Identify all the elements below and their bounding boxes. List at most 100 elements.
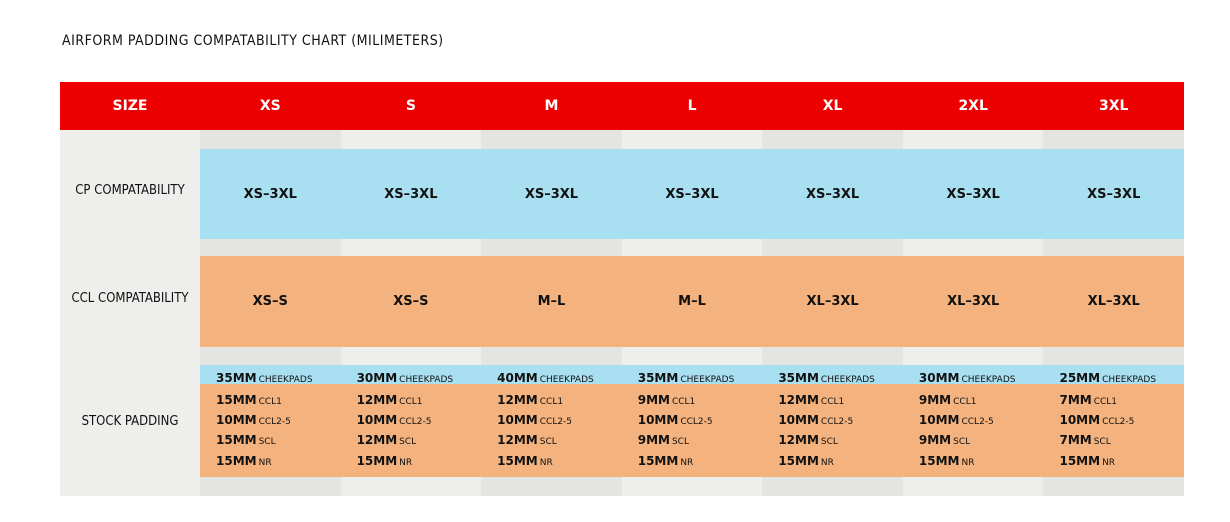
ccl-cell: XL–3XL — [806, 294, 859, 309]
header-size-label: SIZE — [112, 98, 148, 114]
stock-part-name: CCL1 — [671, 397, 696, 407]
stock-value: 15MM — [1059, 454, 1101, 468]
stock-part-name: SCL — [1093, 437, 1111, 447]
stock-value: 15MM — [918, 454, 960, 468]
stock-part-name: CCL1 — [1093, 397, 1118, 407]
stock-value: 15MM — [216, 433, 257, 447]
stock-cell: 12MM CCL1 — [341, 389, 482, 408]
ccl-cell: XS–S — [252, 294, 288, 309]
stock-padding-band — [200, 384, 1184, 477]
stock-cell: 12MM SCL — [341, 429, 482, 448]
stock-cell: 15MM NR — [341, 450, 482, 469]
header-size-m: M — [544, 98, 559, 114]
ccl-compatibility-row: XS–S XS–S M–L M–L XL–3XL XL–3XL XL–3XL — [200, 256, 1184, 347]
stock-cell: 9MM SCL — [903, 429, 1044, 448]
stock-value: 9MM — [918, 433, 952, 447]
stock-value: 12MM — [497, 433, 538, 447]
stock-cell: 9MM SCL — [622, 429, 763, 448]
stock-part-name: NR — [820, 458, 834, 468]
stock-value: 15MM — [637, 454, 679, 468]
stock-part-name: CCL2-5 — [399, 417, 432, 427]
header-size-s: S — [405, 98, 416, 114]
cp-cell: XS–3XL — [384, 186, 438, 202]
stock-value: 15MM — [356, 454, 398, 468]
stock-value: 10MM — [356, 413, 398, 427]
ccl-cell: M–L — [678, 294, 706, 309]
stock-cell: 7MM SCL — [1043, 429, 1184, 448]
row-label-ccl: CCL COMPATABILITY — [71, 291, 189, 306]
header-size-3xl: 3XL — [1099, 98, 1129, 114]
ccl-cell: M–L — [537, 294, 566, 309]
stock-value: 10MM — [216, 413, 257, 427]
stock-part-name: NR — [961, 458, 975, 468]
stock-part-name: CCL2-5 — [820, 417, 854, 427]
header-size-2xl: 2XL — [958, 98, 988, 114]
stock-cell: 10MM CCL2-5 — [762, 409, 903, 428]
stock-line-scl: 15MM SCL 12MM SCL 12MM SCL 9MM SCL 12MM SCL 9MM SCL… — [200, 429, 1184, 448]
stock-cell: 15MM NR — [622, 450, 763, 469]
stock-part-name: CHEEKPADS — [820, 375, 875, 385]
stock-value: 35MM — [778, 371, 819, 385]
stock-part-name: NR — [258, 458, 272, 468]
stock-cell: 12MM CCL1 — [762, 389, 903, 408]
stock-cell: 25MM CHEEKPADS — [1043, 367, 1184, 386]
stock-cell: 15MM SCL — [200, 429, 341, 448]
cp-cell: XS–3XL — [524, 186, 579, 202]
stock-part-name: NR — [399, 458, 413, 468]
stock-cell: 15MM NR — [200, 450, 341, 469]
stock-part-name: CCL1 — [820, 397, 845, 407]
stock-part-name: NR — [539, 458, 553, 468]
cp-cell: XS–3XL — [665, 186, 719, 202]
stock-cell: 9MM CCL1 — [622, 389, 763, 408]
stock-part-name: NR — [680, 458, 694, 468]
stock-part-name: SCL — [671, 437, 689, 447]
ccl-cell: XL–3XL — [1087, 294, 1140, 309]
stock-cell: 12MM CCL1 — [481, 389, 622, 408]
stock-cell: 10MM CCL2-5 — [200, 409, 341, 428]
stock-part-name: CCL2-5 — [258, 417, 291, 427]
stock-value: 15MM — [216, 454, 257, 468]
stock-cell: 15MM NR — [903, 450, 1044, 469]
stock-cell: 35MM CHEEKPADS — [200, 367, 341, 386]
stock-value: 15MM — [497, 454, 538, 468]
stock-value: 10MM — [637, 413, 679, 427]
stock-cell: 15MM NR — [762, 450, 903, 469]
stock-value: 12MM — [497, 393, 538, 407]
stock-value: 35MM — [637, 371, 679, 385]
stock-value: 12MM — [778, 393, 819, 407]
stock-part-name: SCL — [399, 437, 417, 447]
stock-value: 10MM — [778, 413, 819, 427]
page-title: AIRFORM PADDING COMPATABILITY CHART (MIL… — [62, 33, 444, 49]
stock-part-name: SCL — [539, 437, 557, 447]
stock-part-name: CHEEKPADS — [1102, 375, 1157, 385]
stock-cell: 15MM CCL1 — [200, 389, 341, 408]
stock-cell: 10MM CCL2-5 — [903, 409, 1044, 428]
cp-compatibility-row: XS–3XL XS–3XL XS–3XL XS–3XL XS–3XL XS–3X… — [200, 149, 1184, 239]
stock-value: 10MM — [918, 413, 960, 427]
stock-value: 30MM — [918, 371, 960, 385]
stock-cell: 40MM CHEEKPADS — [481, 367, 622, 386]
stock-value: 15MM — [778, 454, 819, 468]
stock-part-name: CHEEKPADS — [258, 375, 313, 385]
row-label-cp: CP COMPATABILITY — [75, 183, 185, 198]
stock-value: 7MM — [1059, 433, 1092, 447]
stock-part-name: CCL1 — [258, 397, 282, 407]
stock-part-name: CCL2-5 — [680, 417, 713, 427]
stock-value: 10MM — [1059, 413, 1101, 427]
stock-cell: 7MM CCL1 — [1043, 389, 1184, 408]
stock-part-name: SCL — [820, 437, 838, 447]
stock-line-ccl25: 10MM CCL2-5 10MM CCL2-5 10MM CCL2-5 10MM CCL2-5… — [200, 409, 1184, 428]
stock-value: 40MM — [497, 371, 538, 385]
label-column — [60, 130, 200, 496]
stock-part-name: CCL1 — [953, 397, 977, 407]
row-label-stock: STOCK PADDING — [81, 414, 179, 429]
compatibility-chart: SIZE XS S M L XL 2XL 3XL CP COMPATABILIT… — [60, 82, 1184, 496]
stock-cell: 10MM CCL2-5 — [341, 409, 482, 428]
header-size-xs: XS — [259, 98, 281, 114]
ccl-cell: XL–3XL — [947, 294, 1000, 309]
stock-value: 10MM — [497, 413, 538, 427]
stock-value: 35MM — [216, 371, 257, 385]
stock-cell: 10MM CCL2-5 — [1043, 409, 1184, 428]
stock-value: 12MM — [356, 393, 398, 407]
stock-cell: 15MM NR — [481, 450, 622, 469]
